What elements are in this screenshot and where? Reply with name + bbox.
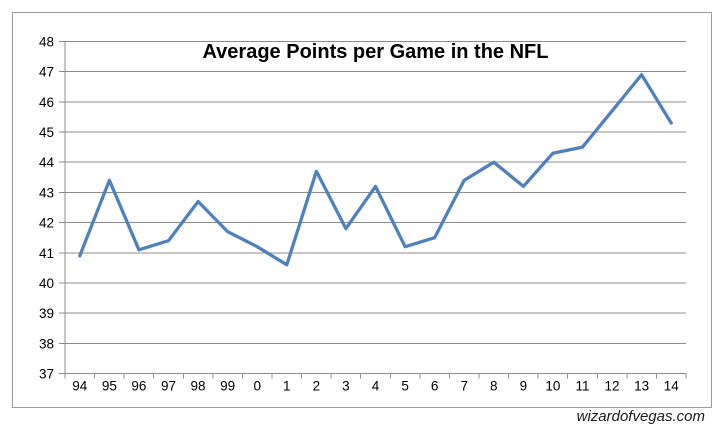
x-tick-label: 10 [545,379,560,394]
x-tick-label: 9 [520,379,528,394]
x-tick-label: 3 [342,379,350,394]
x-tick-label: 95 [102,379,117,394]
x-tick-label: 14 [664,379,680,394]
y-tick-label: 45 [39,125,54,140]
x-tick-label: 99 [220,379,235,394]
data-line [78,73,673,267]
x-tick-label: 11 [575,379,589,394]
watermark-text: wizardofvegas.com [576,408,705,425]
y-tick-label: 44 [39,155,55,170]
x-tick-label: 1 [283,379,291,394]
x-tick-label: 97 [161,379,176,394]
x-tick-label: 0 [253,379,261,394]
x-tick-label: 6 [431,379,439,394]
y-tick-label: 46 [39,95,54,110]
y-tick-label: 42 [39,216,54,231]
y-tick-label: 40 [39,276,54,291]
x-tick-label: 2 [313,379,321,394]
chart-frame [12,12,712,408]
y-tick-label: 39 [39,306,54,321]
x-tick-label: 8 [490,379,498,394]
x-tick-label: 7 [460,379,468,394]
x-tick-label: 12 [605,379,620,394]
y-tick-label: 43 [39,185,54,200]
x-tick-label: 5 [401,379,409,394]
x-tick-label: 96 [131,379,146,394]
y-tick-label: 47 [39,65,54,80]
y-tick-label: 41 [39,246,54,261]
y-tick-label: 37 [39,367,54,382]
y-tick-label: 38 [39,336,54,351]
x-tick-label: 94 [72,379,88,394]
x-tick-label: 98 [191,379,206,394]
chart-title: Average Points per Game in the NFL [202,41,549,63]
x-tick-label: 4 [372,379,380,394]
x-tick-label: 13 [634,379,649,394]
y-tick-label: 48 [39,35,54,50]
